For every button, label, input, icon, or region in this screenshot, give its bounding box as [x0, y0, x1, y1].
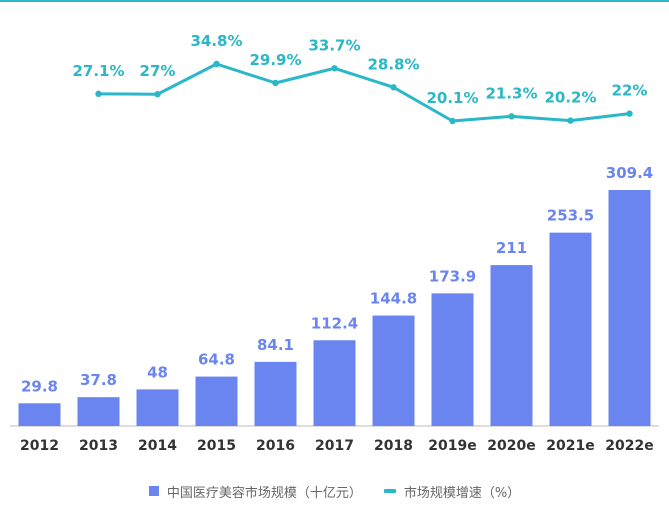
x-tick-label-2019e: 2019e	[428, 438, 476, 454]
growth-value-label-2015: 34.8%	[190, 32, 242, 50]
bar-2018	[372, 315, 415, 426]
legend-item-line: 市场规模增速（%）	[383, 482, 521, 501]
bar-2014	[136, 389, 179, 426]
bar-2020e	[490, 265, 533, 426]
bar-value-label-2021e: 253.5	[547, 207, 594, 225]
x-tick-label-2017: 2017	[315, 438, 354, 454]
growth-value-label-2021e: 20.2%	[544, 89, 596, 107]
x-tick-label-2013: 2013	[79, 438, 118, 454]
growth-point-2014	[154, 91, 161, 98]
top-rule	[0, 0, 669, 2]
growth-point-2017	[331, 65, 338, 72]
x-tick-label-2015: 2015	[197, 438, 236, 454]
x-tick-label-2022e: 2022e	[605, 438, 653, 454]
legend-swatch-line	[383, 489, 396, 493]
growth-value-label-2014: 27%	[140, 62, 176, 80]
growth-value-label-2017: 33.7%	[308, 36, 360, 54]
bar-2019e	[431, 293, 474, 426]
growth-point-2020e	[508, 113, 515, 120]
growth-point-2018	[390, 84, 397, 91]
bar-2016	[254, 361, 297, 426]
bar-value-label-2013: 37.8	[80, 371, 117, 389]
bar-value-label-2017: 112.4	[311, 314, 358, 332]
legend-label-bar: 中国医疗美容市场规模（十亿元）	[166, 485, 362, 501]
chart-canvas: 29.8 2012 37.8 2013 48 2014 64.8 2015 84.1 2016 11…	[10, 32, 659, 454]
growth-value-label-2018: 28.8%	[367, 55, 419, 73]
bar-2013	[77, 397, 120, 426]
growth-point-2019e	[449, 117, 456, 125]
bar-value-label-2012: 29.8	[21, 377, 58, 395]
bar-2021e	[549, 232, 592, 426]
bar-value-label-2019e: 173.9	[429, 267, 476, 285]
x-tick-label-2020e: 2020e	[487, 438, 535, 454]
bar-2012	[18, 403, 61, 426]
x-tick-label-2018: 2018	[374, 438, 413, 454]
growth-line	[98, 62, 630, 123]
legend-item-bar: 中国医疗美容市场规模（十亿元）	[148, 482, 362, 501]
growth-value-label-2022e: 22%	[612, 82, 648, 100]
bar-2015	[195, 376, 238, 426]
growth-point-2016	[272, 79, 279, 87]
bar-2022e	[608, 190, 651, 426]
bar-value-label-2014: 48	[147, 363, 168, 381]
x-tick-label-2014: 2014	[138, 438, 177, 454]
legend: 中国医疗美容市场规模（十亿元） 市场规模增速（%）	[0, 480, 669, 502]
growth-value-label-2013: 27.1%	[72, 62, 124, 80]
bar-value-label-2018: 144.8	[370, 290, 417, 308]
x-tick-label-2016: 2016	[256, 438, 295, 454]
bar-value-label-2020e: 211	[496, 239, 527, 257]
growth-value-label-2020e: 21.3%	[485, 84, 537, 102]
growth-point-2013	[95, 90, 102, 98]
growth-point-2021e	[567, 117, 574, 124]
bar-2017	[313, 340, 356, 426]
growth-value-label-2016: 29.9%	[249, 51, 301, 69]
x-tick-label-2021e: 2021e	[546, 438, 594, 454]
legend-swatch-bar	[148, 486, 159, 496]
bar-value-label-2016: 84.1	[257, 336, 294, 354]
growth-point-2022e	[626, 110, 633, 117]
growth-point-2015	[213, 60, 220, 68]
bar-value-label-2015: 64.8	[198, 351, 235, 369]
growth-value-label-2019e: 20.1%	[426, 89, 478, 107]
bar-value-label-2022e: 309.4	[606, 164, 653, 182]
legend-label-line: 市场规模增速（%）	[403, 485, 521, 501]
x-tick-label-2012: 2012	[20, 438, 59, 454]
